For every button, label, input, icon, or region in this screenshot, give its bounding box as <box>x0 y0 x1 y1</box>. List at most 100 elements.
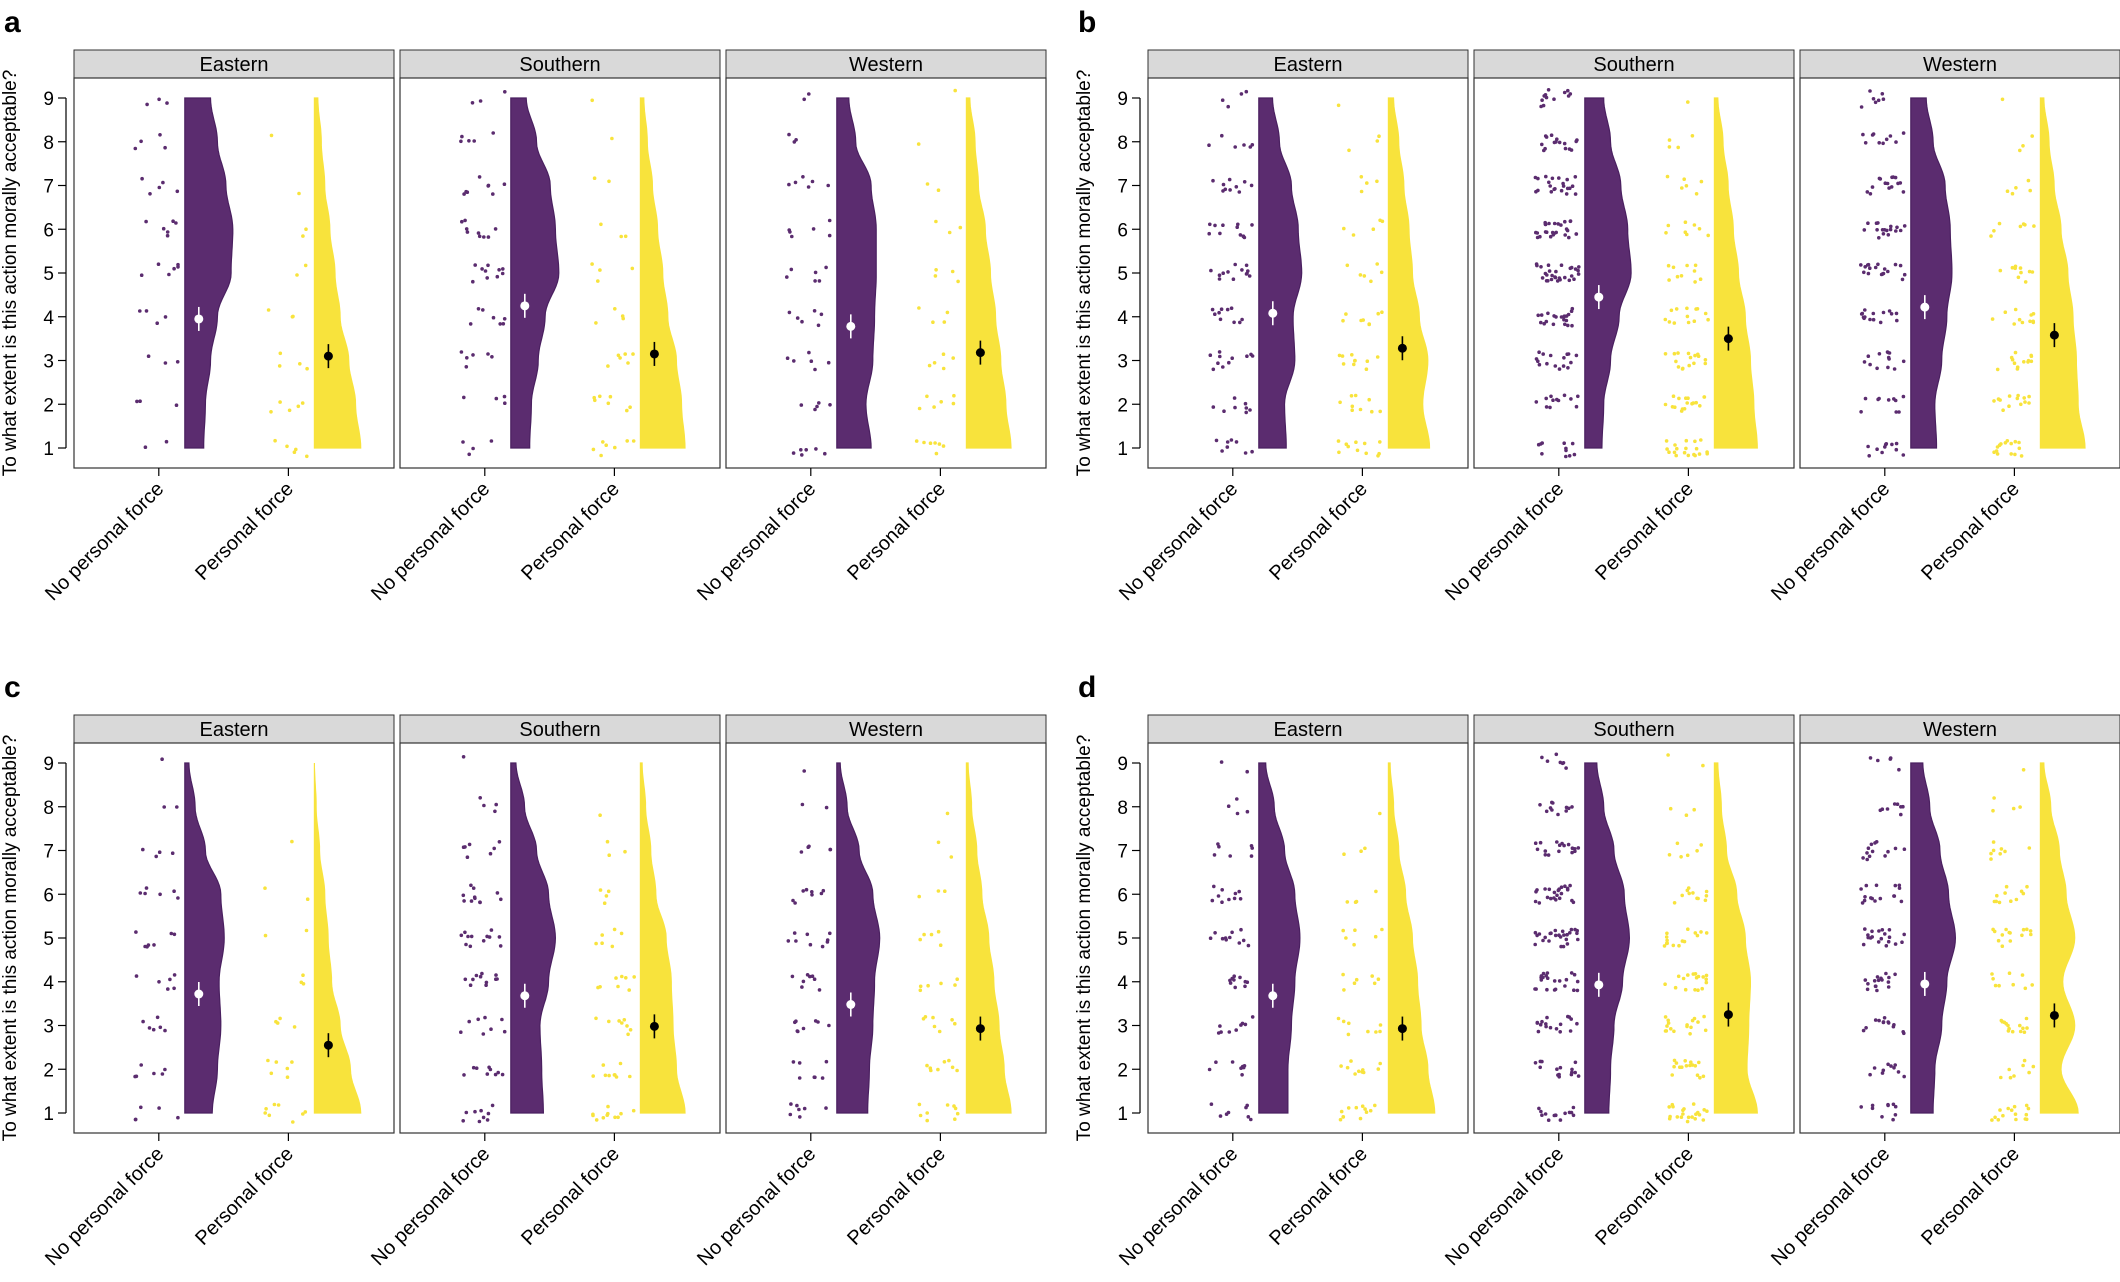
data-point <box>1889 312 1894 316</box>
density-violin <box>836 762 881 1114</box>
data-point <box>1342 226 1346 231</box>
data-point <box>1668 806 1673 811</box>
data-point <box>1887 928 1892 932</box>
y-tick-label: 5 <box>43 264 54 285</box>
x-tick-label: No personal force <box>1115 478 1242 605</box>
data-point <box>1561 364 1566 368</box>
data-point <box>1375 355 1380 359</box>
y-tick-label: 9 <box>43 89 54 110</box>
data-point <box>1555 397 1559 402</box>
data-point <box>2028 188 2032 193</box>
data-point <box>936 188 941 192</box>
data-point <box>925 1063 929 1068</box>
data-point <box>1564 766 1568 770</box>
data-point <box>272 1102 277 1107</box>
data-point <box>620 314 625 318</box>
density-violin <box>2039 97 2086 449</box>
data-point <box>290 839 294 844</box>
data-point <box>607 179 611 184</box>
data-point <box>1896 181 1900 186</box>
data-point <box>1244 406 1249 410</box>
data-point <box>1875 988 1879 993</box>
data-point <box>459 350 464 354</box>
data-point <box>1703 1028 1708 1033</box>
data-point <box>2017 440 2021 445</box>
y-tick-label: 3 <box>43 1017 54 1038</box>
data-point <box>1542 321 1546 326</box>
data-point <box>285 1066 290 1071</box>
data-point <box>1227 360 1231 365</box>
data-point <box>1375 139 1380 143</box>
data-point <box>1244 263 1249 268</box>
data-point <box>1533 942 1537 947</box>
facet-frame <box>1147 742 1469 1134</box>
data-point <box>934 219 938 224</box>
data-point <box>932 405 936 409</box>
data-point <box>2005 439 2010 443</box>
data-point <box>1873 265 1878 270</box>
data-point <box>1220 449 1224 453</box>
data-point <box>1679 1115 1684 1119</box>
data-point <box>826 183 830 188</box>
data-point <box>914 439 919 443</box>
data-point <box>1560 841 1564 846</box>
facet-label: Western <box>1923 719 1997 741</box>
data-point <box>1557 367 1562 371</box>
data-point <box>1535 933 1539 938</box>
data-point <box>1697 1060 1701 1065</box>
data-point <box>502 317 507 321</box>
data-point <box>1895 318 1899 323</box>
data-point <box>1664 935 1669 939</box>
data-point <box>1570 805 1574 809</box>
data-point <box>1216 361 1220 366</box>
data-point <box>1862 360 1867 364</box>
data-point <box>1575 988 1580 993</box>
data-point <box>612 1073 617 1077</box>
data-point <box>1232 320 1236 325</box>
data-point <box>141 1019 145 1024</box>
data-point <box>1688 355 1693 360</box>
data-point <box>1692 319 1697 324</box>
data-point <box>1239 1066 1243 1070</box>
panel-b: bTo what extent is this action morally a… <box>1074 6 2120 605</box>
data-point <box>1883 442 1888 447</box>
data-point <box>1886 1103 1890 1108</box>
data-point <box>1998 268 2003 273</box>
density-violin <box>1584 762 1631 1114</box>
data-point <box>1242 143 1246 147</box>
facet-strip <box>725 714 1047 744</box>
data-point <box>953 1117 957 1121</box>
data-point <box>1240 268 1244 272</box>
data-point <box>1353 359 1357 363</box>
data-point <box>151 1027 156 1032</box>
data-point <box>1886 939 1891 944</box>
data-point <box>503 401 507 406</box>
data-point <box>1663 982 1667 986</box>
data-point <box>1554 269 1558 274</box>
data-point <box>1221 365 1225 369</box>
data-point <box>1366 1029 1370 1034</box>
data-point <box>297 191 301 196</box>
data-point <box>1701 975 1705 979</box>
y-tick-label: 5 <box>43 929 54 950</box>
data-point <box>931 320 935 325</box>
data-point <box>1570 898 1574 903</box>
data-point <box>480 971 484 976</box>
data-point <box>2001 1113 2005 1118</box>
data-point <box>1546 311 1550 316</box>
data-point <box>1700 986 1704 991</box>
data-point <box>1540 276 1545 280</box>
data-point <box>927 363 932 368</box>
data-point <box>1665 447 1669 451</box>
data-point <box>1861 856 1865 860</box>
data-point <box>1866 846 1871 850</box>
data-point <box>1564 448 1568 453</box>
data-point <box>1691 1102 1696 1106</box>
data-point <box>1697 227 1702 231</box>
data-point <box>1250 223 1254 227</box>
facet-strip <box>1473 49 1795 79</box>
data-point <box>1870 929 1874 934</box>
data-point <box>800 319 804 324</box>
data-point <box>789 1102 793 1106</box>
